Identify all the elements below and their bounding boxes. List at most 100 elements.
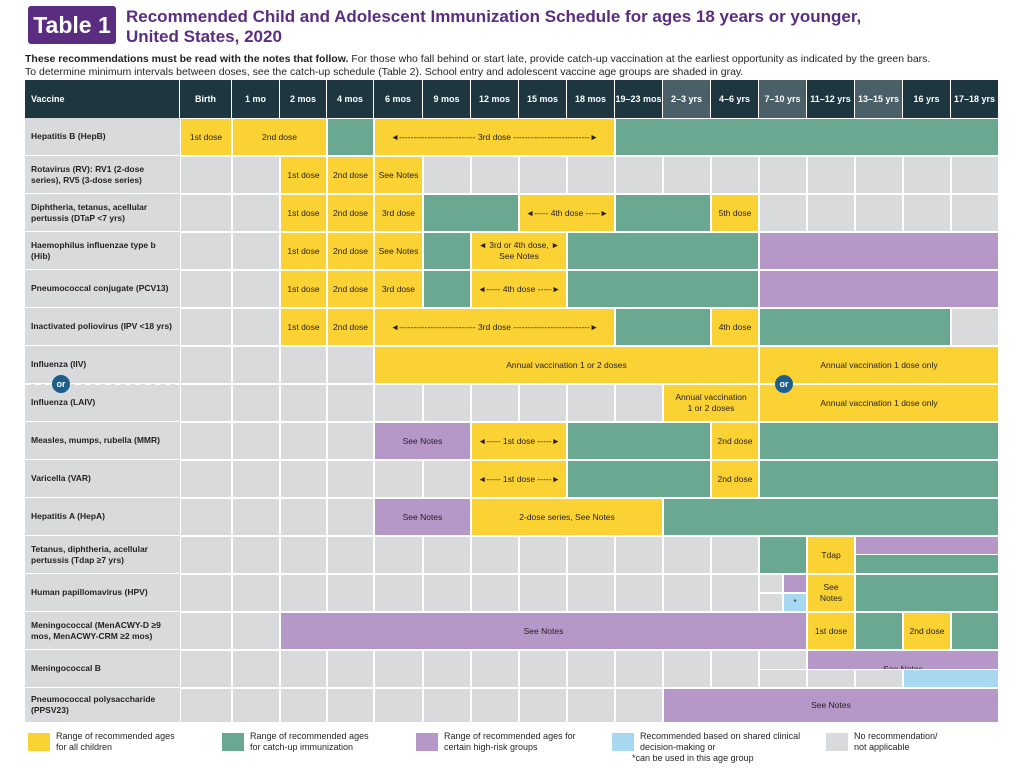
legend-label: Range of recommended ages for catch-up im… xyxy=(250,731,369,753)
schedule-cell: 1st dose xyxy=(807,612,855,650)
schedule-cell xyxy=(327,346,374,384)
intro-text: These recommendations must be read with … xyxy=(25,53,1005,79)
schedule-cell xyxy=(471,536,519,574)
schedule-cell: 1st dose xyxy=(280,194,327,232)
schedule-cell xyxy=(567,422,711,460)
legend-swatch xyxy=(28,733,50,751)
schedule-cell xyxy=(567,574,615,612)
column-header: 1 mo xyxy=(232,80,280,118)
or-label: or xyxy=(52,375,70,393)
legend-text: certain high-risk groups xyxy=(444,742,538,752)
schedule-cell xyxy=(567,650,615,688)
schedule-cell xyxy=(180,346,232,384)
schedule-cell xyxy=(663,574,711,612)
schedule-cell xyxy=(180,232,232,270)
schedule-cell xyxy=(423,574,471,612)
tdap-purple-band xyxy=(855,536,999,555)
schedule-cell: 1st dose xyxy=(180,118,232,156)
column-header: 2–3 yrs xyxy=(663,80,711,118)
schedule-cell: 1st dose xyxy=(280,232,327,270)
schedule-cell xyxy=(232,536,280,574)
schedule-cell: 2nd dose xyxy=(327,270,374,308)
schedule-cell: ◄--------------------------- 3rd dose --… xyxy=(374,118,615,156)
schedule-cell xyxy=(951,308,999,346)
intro-rest: For those who fall behind or start late,… xyxy=(348,53,931,65)
legend-text: Range of recommended ages for xyxy=(444,731,576,741)
schedule-cell xyxy=(374,574,423,612)
schedule-cell: ◄----- 4th dose -----► xyxy=(471,270,567,308)
schedule-cell xyxy=(374,688,423,723)
vaccine-name: Measles, mumps, rubella (MMR) xyxy=(25,422,180,460)
schedule-cell: ◄----- 1st dose -----► xyxy=(471,460,567,498)
schedule-cell xyxy=(519,688,567,723)
menb-gray-cell xyxy=(759,669,807,688)
schedule-cell xyxy=(807,194,855,232)
schedule-cell xyxy=(232,612,280,650)
schedule-cell xyxy=(232,460,280,498)
column-header: 13–15 yrs xyxy=(855,80,903,118)
schedule-cell: ◄ 3rd or 4th dose, ► See Notes xyxy=(471,232,567,270)
schedule-cell xyxy=(567,232,759,270)
schedule-cell: 5th dose xyxy=(711,194,759,232)
hpv-purple-cell xyxy=(783,574,807,593)
schedule-cell: Annual vaccination 1 dose only xyxy=(759,346,999,384)
menb-gray-cell xyxy=(807,669,855,688)
schedule-cell xyxy=(232,422,280,460)
schedule-cell xyxy=(327,118,374,156)
column-header: 11–12 yrs xyxy=(807,80,855,118)
schedule-cell xyxy=(423,384,471,422)
schedule-cell: See Notes xyxy=(374,498,471,536)
legend-text: *can be used in this age group xyxy=(632,753,754,763)
schedule-cell xyxy=(280,536,327,574)
hpv-gray-cell xyxy=(759,574,783,593)
schedule-cell xyxy=(180,460,232,498)
legend-label: Range of recommended ages for certain hig… xyxy=(444,731,576,753)
schedule-cell xyxy=(903,194,951,232)
column-header: 6 mos xyxy=(374,80,423,118)
schedule-cell: 2nd dose xyxy=(711,460,759,498)
vaccine-name: Pneumococcal polysaccharide (PPSV23) xyxy=(25,688,180,723)
schedule-cell xyxy=(374,650,423,688)
schedule-cell xyxy=(280,460,327,498)
schedule-cell: See Notes xyxy=(374,422,471,460)
schedule-cell xyxy=(232,156,280,194)
schedule-cell xyxy=(519,650,567,688)
vaccine-name: Hepatitis A (HepA) xyxy=(25,498,180,536)
schedule-cell: ◄----- 4th dose -----► xyxy=(519,194,615,232)
schedule-cell: 4th dose xyxy=(711,308,759,346)
column-header: 4–6 yrs xyxy=(711,80,759,118)
schedule-cell xyxy=(327,688,374,723)
schedule-cell: 2nd dose xyxy=(327,194,374,232)
schedule-cell xyxy=(423,194,519,232)
schedule-cell xyxy=(180,536,232,574)
schedule-cell xyxy=(423,460,471,498)
column-header: Birth xyxy=(180,80,232,118)
schedule-cell xyxy=(759,194,807,232)
schedule-cell xyxy=(180,194,232,232)
schedule-cell xyxy=(232,498,280,536)
schedule-cell xyxy=(180,612,232,650)
schedule-cell xyxy=(759,232,999,270)
legend-text: Range of recommended ages xyxy=(250,731,369,741)
schedule-cell xyxy=(759,460,999,498)
column-header: 18 mos xyxy=(567,80,615,118)
schedule-cell xyxy=(759,536,807,574)
legend-swatch xyxy=(826,733,848,751)
schedule-cell xyxy=(711,574,759,612)
schedule-cell xyxy=(711,156,759,194)
schedule-cell xyxy=(327,498,374,536)
schedule-cell xyxy=(327,574,374,612)
schedule-cell xyxy=(615,156,663,194)
legend-text: for all children xyxy=(56,742,113,752)
column-header: 7–10 yrs xyxy=(759,80,807,118)
schedule-cell: 2nd dose xyxy=(327,308,374,346)
schedule-cell xyxy=(180,650,232,688)
schedule-cell: See Notes xyxy=(374,232,423,270)
menb-gray-cell xyxy=(855,669,903,688)
schedule-cell xyxy=(232,308,280,346)
schedule-cell: ◄----- 1st dose -----► xyxy=(471,422,567,460)
vaccine-name: Haemophilus influenzae type b (Hib) xyxy=(25,232,180,270)
schedule-cell xyxy=(180,688,232,723)
schedule-cell xyxy=(232,688,280,723)
schedule-cell xyxy=(711,650,759,688)
